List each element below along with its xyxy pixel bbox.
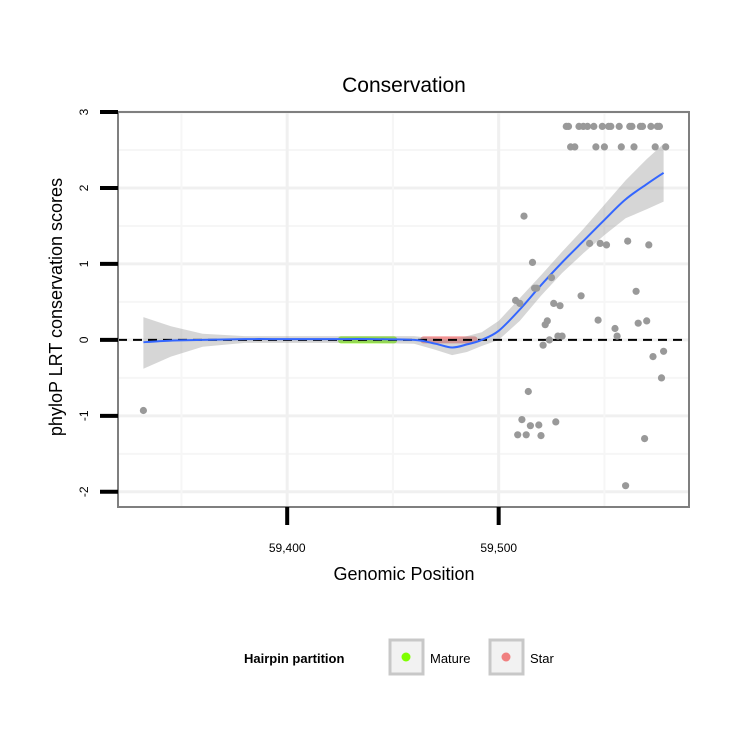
data-point — [537, 432, 545, 440]
data-point — [531, 284, 539, 292]
legend-dot-mature — [401, 652, 411, 662]
data-point — [598, 122, 606, 130]
legend-label-mature: Mature — [430, 651, 470, 666]
data-point — [632, 287, 640, 295]
ci-band — [143, 143, 664, 369]
data-point — [641, 435, 649, 443]
legend: Hairpin partition Mature Star — [244, 638, 555, 676]
data-point — [564, 122, 573, 130]
data-point — [550, 299, 558, 307]
data-point — [520, 212, 528, 220]
legend-title: Hairpin partition — [244, 651, 344, 666]
data-point — [647, 122, 655, 130]
data-point — [139, 406, 147, 415]
data-point — [586, 239, 594, 247]
data-point — [552, 418, 560, 426]
data-point — [615, 122, 623, 130]
plot-background — [118, 112, 689, 507]
data-point — [662, 143, 670, 151]
data-point — [613, 332, 621, 340]
x-axis-ticks: 59,400 59,500 — [269, 507, 517, 555]
data-point — [539, 341, 547, 349]
data-point — [602, 241, 611, 249]
data-point — [522, 431, 530, 439]
data-point — [571, 143, 579, 151]
smooth-curve — [143, 171, 665, 349]
data-point — [622, 482, 630, 490]
data-point — [624, 237, 632, 245]
data-point — [630, 143, 638, 151]
y-tick-label: 1 — [77, 260, 91, 267]
y-tick-label: -2 — [77, 486, 91, 497]
data-point — [554, 332, 562, 340]
data-point — [649, 353, 657, 361]
data-point — [594, 316, 602, 324]
data-point — [605, 122, 613, 130]
y-axis-ticks: -2 -1 0 1 2 3 — [77, 108, 118, 497]
data-points — [139, 122, 670, 490]
data-point — [596, 239, 604, 247]
x-tick-label: 59,400 — [269, 541, 306, 555]
data-point — [643, 317, 651, 325]
legend-dot-star — [501, 652, 511, 662]
data-point — [514, 431, 522, 439]
y-tick-label: 0 — [77, 336, 91, 343]
data-point — [611, 324, 619, 333]
data-point — [528, 258, 537, 266]
data-point — [590, 122, 598, 130]
smooth-line — [143, 171, 665, 349]
y-axis-title: phyloP LRT conservation scores — [46, 178, 66, 436]
legend-item-mature: Mature — [388, 638, 470, 676]
data-point — [526, 422, 535, 430]
data-point — [547, 274, 556, 282]
data-point — [660, 347, 668, 355]
data-point — [592, 143, 600, 151]
data-point — [518, 416, 526, 424]
data-point — [626, 122, 634, 130]
data-point — [653, 122, 661, 130]
data-point — [556, 302, 564, 310]
y-tick-label: 2 — [77, 184, 91, 191]
plot-border — [117, 111, 690, 508]
data-point — [651, 143, 659, 151]
data-point — [541, 321, 549, 329]
data-point — [524, 387, 532, 396]
data-point — [516, 299, 524, 307]
data-point — [600, 143, 609, 151]
data-point — [645, 241, 653, 249]
data-point — [617, 143, 625, 151]
data-point — [657, 374, 666, 382]
data-point — [545, 336, 554, 344]
x-axis-title: Genomic Position — [333, 564, 474, 584]
chart-title: Conservation — [342, 74, 466, 97]
confidence-band — [143, 143, 664, 369]
legend-item-star: Star — [488, 638, 555, 676]
data-point — [636, 122, 645, 130]
y-tick-label: -1 — [77, 410, 91, 421]
x-tick-label: 59,500 — [480, 541, 517, 555]
data-point — [583, 122, 592, 130]
data-point — [634, 319, 642, 327]
data-point — [577, 292, 585, 300]
y-tick-label: 3 — [77, 108, 91, 115]
data-point — [535, 421, 543, 429]
legend-label-star: Star — [530, 651, 555, 666]
